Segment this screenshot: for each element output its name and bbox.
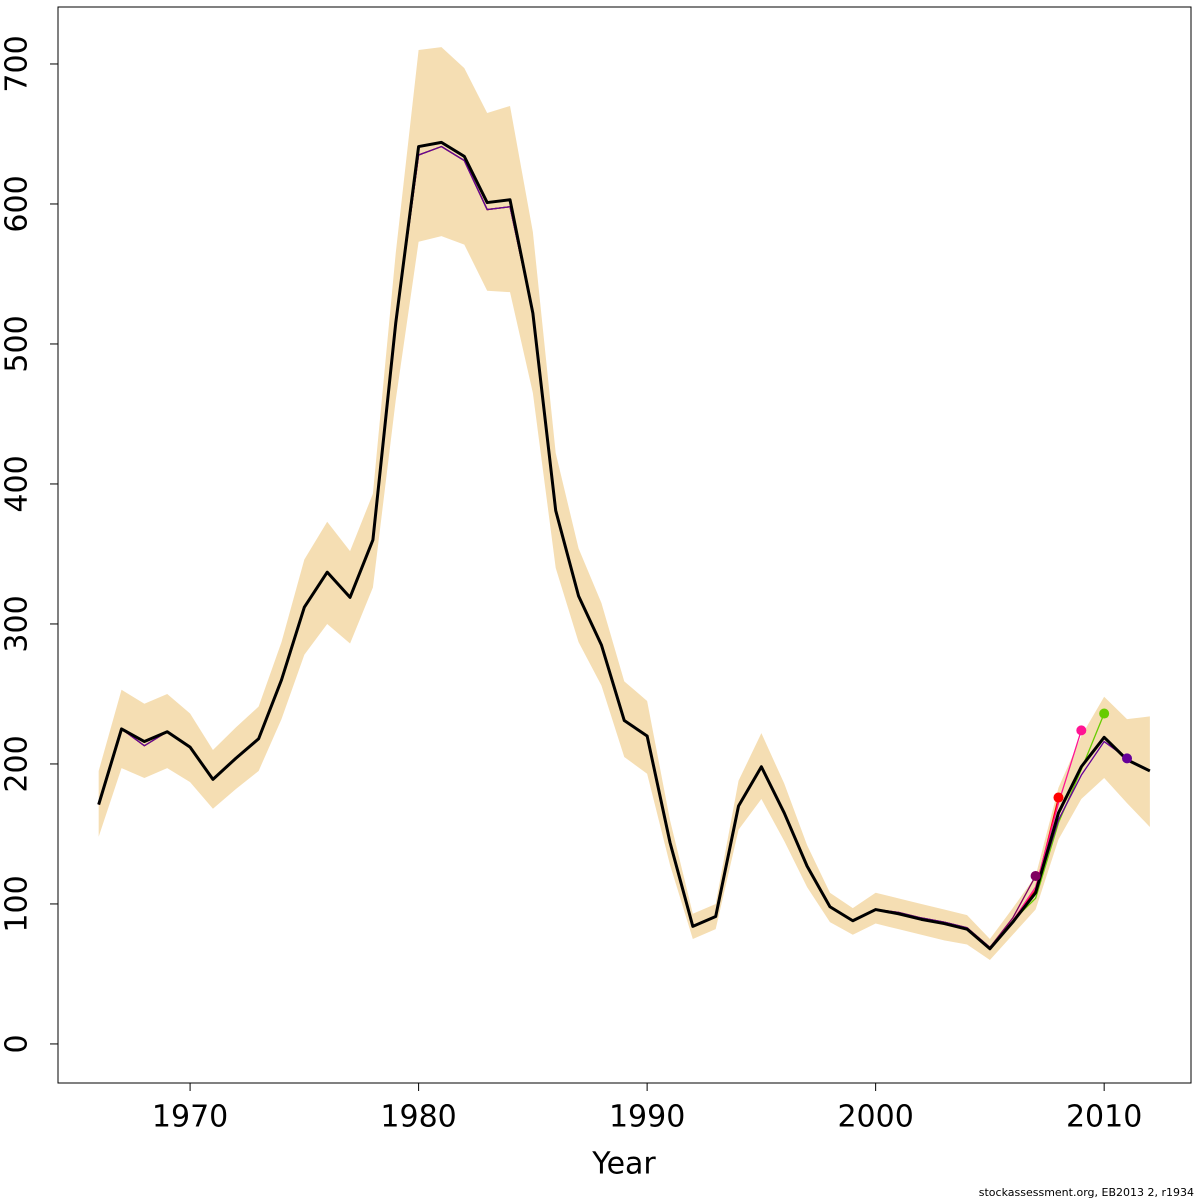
y-tick-label: 0 <box>0 1034 35 1053</box>
retro-end-point <box>1076 725 1087 736</box>
x-tick-label: 1970 <box>152 1100 228 1135</box>
confidence-band <box>98 47 1150 960</box>
retro-line <box>98 145 1105 948</box>
y-tick-label: 400 <box>0 455 35 512</box>
x-tick-label: 2000 <box>837 1100 913 1135</box>
y-tick-label: 200 <box>0 735 35 792</box>
retro-end-point <box>1099 708 1110 719</box>
y-tick-label: 100 <box>0 875 35 932</box>
x-tick-label: 2010 <box>1066 1100 1142 1135</box>
retro-line <box>98 145 1082 948</box>
caption: stockassessment.org, EB2013 2, r1934 <box>979 1186 1194 1199</box>
y-tick-label: 500 <box>0 315 35 372</box>
y-tick-label: 700 <box>0 35 35 92</box>
retro-end-point <box>1053 792 1064 803</box>
main-line <box>97 140 1151 951</box>
x-tick-label: 1980 <box>380 1100 456 1135</box>
y-tick-label: 600 <box>0 175 35 232</box>
x-axis-label: Year <box>591 1147 656 1182</box>
retro-line <box>98 145 1128 948</box>
retro-end-point <box>1030 870 1041 881</box>
retro-line <box>98 145 1060 948</box>
retro-end-point <box>1122 753 1133 764</box>
plot-frame <box>57 6 1192 1084</box>
y-tick-label: 300 <box>0 595 35 652</box>
x-tick-label: 1990 <box>609 1100 685 1135</box>
